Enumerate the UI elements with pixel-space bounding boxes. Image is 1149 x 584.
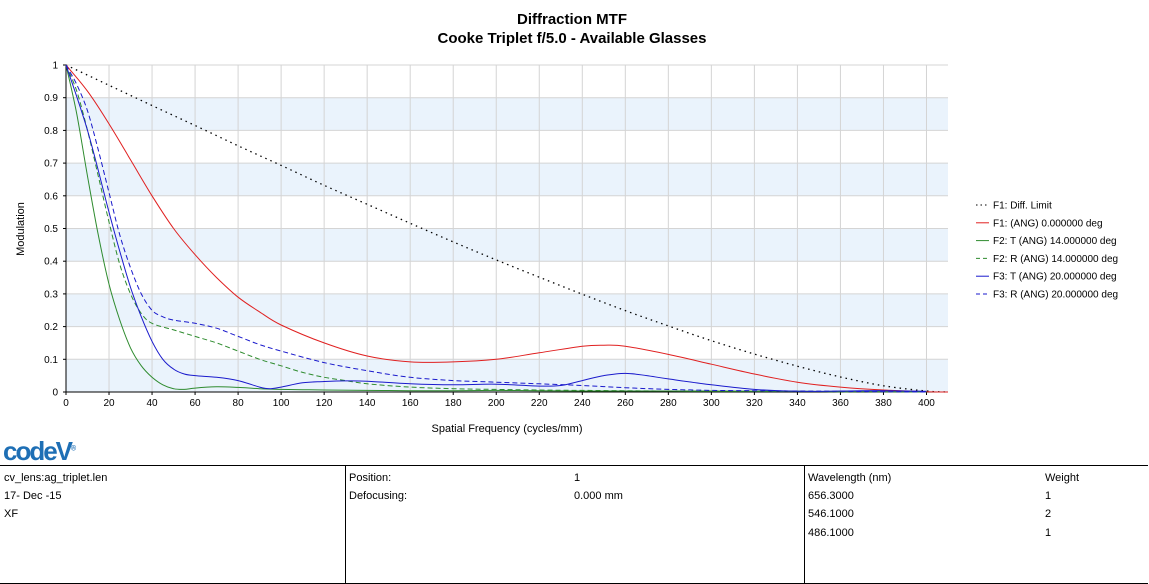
- codev-logo: codeV®: [3, 436, 76, 467]
- plot-band: [66, 163, 948, 196]
- x-tick-label: 240: [574, 398, 591, 409]
- y-tick-label: 0.9: [44, 93, 58, 104]
- plot-band: [66, 228, 948, 262]
- wavelength-value: 656.3000: [808, 490, 854, 502]
- trademark-mark: ®: [71, 445, 77, 453]
- x-tick-label: 320: [746, 398, 763, 409]
- plot-band: [66, 293, 948, 327]
- series-line: [65, 64, 927, 393]
- legend-label: F2: R (ANG) 14.000000 deg: [993, 254, 1118, 265]
- x-tick-label: 200: [488, 398, 505, 409]
- x-tick-label: 60: [190, 398, 202, 409]
- y-axis-label: Modulation: [15, 202, 27, 256]
- position-label: Position:: [349, 472, 392, 484]
- y-tick-label: 0: [52, 388, 58, 399]
- chart-subtitle: Cooke Triplet f/5.0 - Available Glasses: [438, 30, 707, 47]
- wavelength-cell: Wavelength (nm) Weight 656.3000 1 546.10…: [805, 466, 1148, 583]
- mtf-chart: 0 20 40 60 80 100 120 140 160 180 200 220 240 260 280 3…: [15, 11, 1118, 435]
- lens-mode: XF: [4, 508, 19, 520]
- y-tick-label: 0.3: [44, 289, 58, 300]
- plot-axes: [63, 64, 948, 395]
- wavelength-value: 546.1000: [808, 508, 854, 520]
- x-tick-label: 360: [832, 398, 849, 409]
- x-tick-label: 340: [789, 398, 806, 409]
- y-tick-label: 1: [52, 61, 58, 72]
- y-tick-label: 0.5: [44, 224, 58, 235]
- lens-info-cell: cv_lens:ag_triplet.len 17- Dec -15 XF: [0, 466, 345, 583]
- weight-header: Weight: [1045, 472, 1080, 484]
- y-tick-label: 0.6: [44, 191, 58, 202]
- y-tick-label: 0.1: [44, 355, 58, 366]
- x-tick-label: 160: [402, 398, 419, 409]
- tick-labels: 0 20 40 60 80 100 120 140 160 180 200 220 240 260 280 3…: [44, 61, 935, 410]
- series-line: [65, 64, 949, 393]
- x-tick-label: 220: [531, 398, 548, 409]
- position-value: 1: [574, 472, 581, 484]
- series-line: [65, 64, 927, 393]
- legend-label: F1: Diff. Limit: [993, 201, 1052, 212]
- legend-label: F3: T (ANG) 20.000000 deg: [993, 272, 1117, 283]
- y-tick-label: 0.8: [44, 126, 58, 137]
- x-tick-label: 380: [875, 398, 892, 409]
- position-cell: Position: 1 Defocusing: 0.000 mm: [346, 466, 804, 583]
- wavelength-value: 486.1000: [808, 527, 854, 539]
- x-tick-label: 120: [316, 398, 333, 409]
- x-tick-label: 400: [918, 398, 935, 409]
- x-tick-label: 80: [233, 398, 245, 409]
- plot-bands: [66, 97, 948, 392]
- y-tick-label: 0.4: [44, 257, 58, 268]
- x-tick-label: 100: [273, 398, 290, 409]
- x-tick-label: 140: [359, 398, 376, 409]
- series-line: [65, 64, 949, 393]
- y-tick-label: 0.2: [44, 322, 58, 333]
- legend: F1: Diff. Limit F1: (ANG) 0.000000 deg F2:…: [976, 201, 1118, 301]
- chart-title: Diffraction MTF: [517, 11, 627, 28]
- x-tick-label: 180: [445, 398, 462, 409]
- legend-label: F2: T (ANG) 14.000000 deg: [993, 236, 1117, 247]
- weight-value: 1: [1045, 490, 1052, 502]
- wavelength-header: Wavelength (nm): [808, 472, 892, 484]
- x-tick-label: 0: [63, 398, 69, 409]
- x-tick-label: 40: [146, 398, 158, 409]
- logo-text: codeV: [3, 436, 73, 466]
- info-panel: cv_lens:ag_triplet.len 17- Dec -15 XF Po…: [0, 465, 1148, 584]
- weight-value: 2: [1045, 508, 1052, 520]
- y-tick-label: 0.7: [44, 159, 58, 170]
- x-axis-label: Spatial Frequency (cycles/mm): [432, 423, 583, 435]
- series-line: [65, 64, 927, 393]
- defocus-label: Defocusing:: [349, 490, 408, 502]
- divider: [804, 466, 805, 583]
- plot-series: [65, 64, 949, 393]
- series-line: [65, 64, 927, 392]
- legend-label: F1: (ANG) 0.000000 deg: [993, 218, 1103, 229]
- x-tick-label: 260: [617, 398, 634, 409]
- divider: [345, 466, 346, 583]
- x-tick-label: 280: [660, 398, 677, 409]
- legend-label: F3: R (ANG) 20.000000 deg: [993, 290, 1118, 301]
- lens-date: 17- Dec -15: [4, 490, 62, 502]
- x-tick-label: 300: [703, 398, 720, 409]
- defocus-value: 0.000 mm: [574, 490, 623, 502]
- x-tick-label: 20: [103, 398, 115, 409]
- plot-band: [66, 97, 948, 131]
- weight-value: 1: [1045, 527, 1052, 539]
- lens-file: cv_lens:ag_triplet.len: [4, 472, 108, 484]
